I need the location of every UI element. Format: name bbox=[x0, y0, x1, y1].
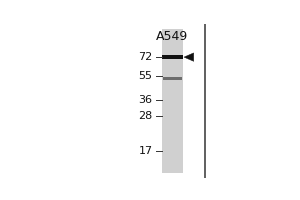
Text: 36: 36 bbox=[139, 95, 153, 105]
Polygon shape bbox=[184, 53, 194, 61]
Text: 72: 72 bbox=[138, 52, 153, 62]
Bar bbox=[162, 29, 183, 173]
Bar bbox=[163, 77, 182, 80]
Text: 17: 17 bbox=[139, 146, 153, 156]
Text: A549: A549 bbox=[156, 30, 188, 43]
Text: 28: 28 bbox=[138, 111, 153, 121]
Bar bbox=[162, 55, 183, 59]
Text: 55: 55 bbox=[139, 71, 153, 81]
